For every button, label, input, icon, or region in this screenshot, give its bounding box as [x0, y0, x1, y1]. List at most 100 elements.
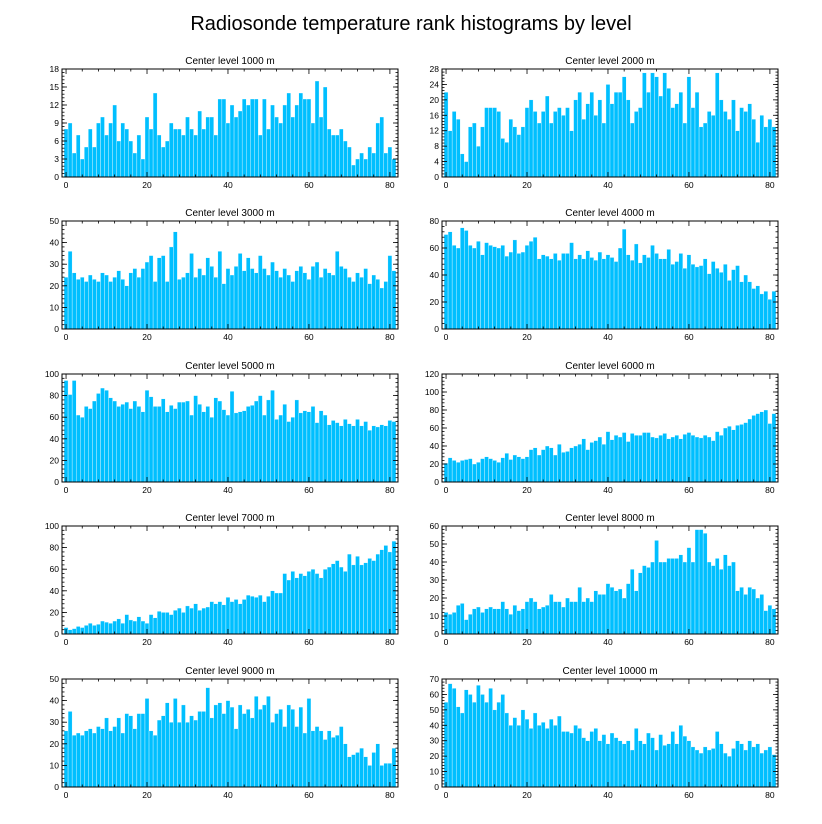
bar: [100, 116, 105, 178]
bar: [258, 134, 263, 178]
bar: [609, 587, 615, 635]
y-tick-label: 0: [434, 629, 439, 639]
bar: [702, 122, 708, 178]
bar: [367, 765, 372, 788]
bar: [306, 698, 312, 788]
bar: [258, 255, 263, 330]
bar: [347, 553, 352, 635]
y-tick-label: 30: [430, 575, 440, 585]
bar: [213, 134, 219, 178]
bar: [739, 743, 744, 788]
bar: [674, 261, 679, 330]
bar: [731, 99, 736, 178]
bar: [541, 449, 546, 483]
bar: [638, 572, 643, 635]
bar: [500, 245, 505, 330]
bar: [593, 590, 599, 635]
bar: [767, 118, 773, 178]
bar: [225, 122, 231, 178]
bar: [553, 111, 558, 178]
bar: [185, 116, 190, 178]
bar: [144, 390, 150, 483]
bar: [286, 579, 291, 635]
bar: [229, 391, 235, 483]
bar: [723, 111, 728, 178]
y-tick-label: 30: [50, 717, 60, 727]
y-tick-label: 20: [50, 455, 60, 465]
bar: [185, 605, 190, 635]
bar: [658, 435, 663, 483]
bar: [650, 561, 655, 635]
bar: [605, 254, 611, 330]
bar: [241, 410, 247, 483]
y-tick-label: 60: [430, 521, 440, 531]
bar: [258, 709, 263, 788]
bar: [310, 406, 316, 483]
bar: [169, 246, 174, 330]
bar: [306, 279, 312, 330]
bar: [387, 551, 393, 635]
x-tick-label: 40: [603, 485, 613, 495]
bar: [246, 709, 251, 788]
bar: [719, 272, 724, 330]
bar: [711, 565, 716, 635]
y-tick-label: 12: [50, 100, 60, 110]
bar: [387, 420, 393, 483]
bar: [322, 569, 328, 635]
y-tick-label: 100: [45, 521, 59, 531]
bar: [331, 134, 336, 178]
bar: [678, 725, 684, 788]
bar: [654, 437, 659, 483]
bar: [755, 142, 760, 178]
bar: [601, 258, 607, 330]
bar: [759, 594, 765, 635]
bar: [516, 456, 522, 483]
bar: [541, 722, 546, 788]
y-tick-label: 0: [434, 172, 439, 182]
bar: [371, 425, 376, 483]
bar: [460, 153, 465, 178]
bar: [343, 268, 348, 330]
x-tick-label: 40: [603, 790, 613, 800]
bar: [266, 128, 271, 178]
bar: [229, 706, 235, 788]
bar: [225, 414, 231, 483]
bar: [391, 747, 397, 788]
bar: [270, 390, 275, 483]
bar: [626, 583, 631, 635]
y-tick-label: 0: [54, 324, 59, 334]
bar: [674, 103, 679, 178]
bar: [630, 569, 635, 635]
bar: [359, 276, 364, 330]
bar: [229, 274, 235, 330]
x-tick-label: 40: [223, 332, 233, 342]
x-tick-label: 0: [64, 637, 69, 647]
y-tick-label: 70: [430, 674, 440, 684]
y-tick-label: 20: [50, 607, 60, 617]
bar: [455, 706, 461, 788]
bar: [492, 608, 497, 635]
bar: [266, 399, 271, 483]
bar: [626, 254, 631, 330]
bar: [581, 258, 586, 330]
bar: [343, 419, 348, 483]
bar: [488, 107, 493, 178]
bar: [480, 254, 485, 330]
bar: [359, 747, 364, 788]
bar: [767, 423, 773, 483]
bar: [359, 564, 364, 635]
bar: [116, 717, 121, 788]
bar: [731, 561, 736, 635]
bar: [351, 564, 356, 635]
bar: [735, 265, 740, 330]
bar: [298, 266, 304, 330]
bar: [759, 411, 765, 483]
bar: [504, 712, 509, 788]
bar: [75, 414, 81, 483]
bar: [512, 717, 518, 788]
y-tick-label: 8: [434, 141, 439, 151]
figure-title: Radiosonde temperature rank histograms b…: [190, 13, 631, 35]
bar: [375, 426, 380, 483]
bar: [569, 242, 574, 330]
bar: [189, 715, 194, 788]
